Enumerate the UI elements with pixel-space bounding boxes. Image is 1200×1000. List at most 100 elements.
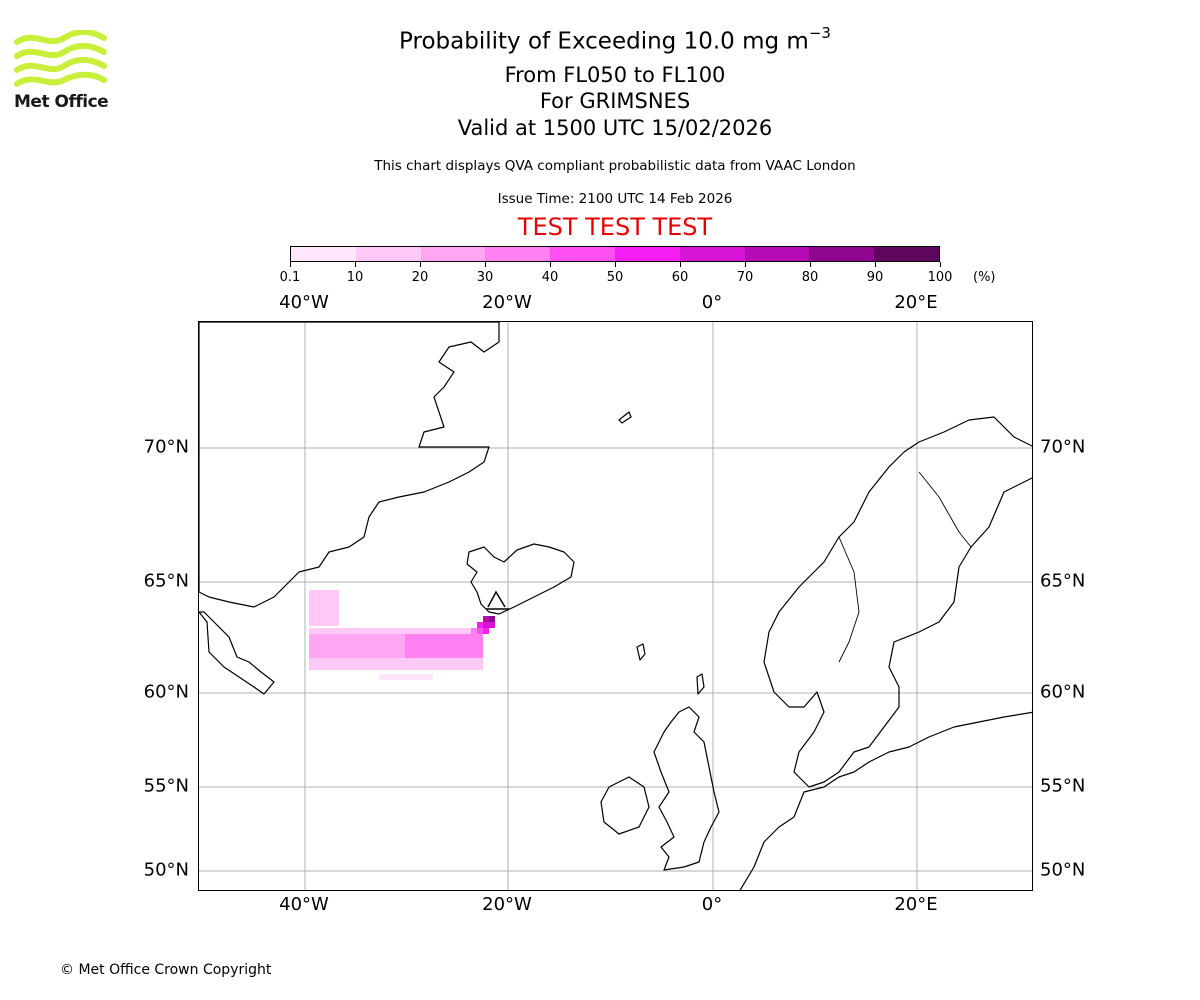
plume-cell [321, 620, 327, 626]
plume-cell [309, 634, 315, 640]
plume-cell [333, 614, 339, 620]
plume-cell [333, 664, 339, 670]
plume-cell [327, 602, 333, 608]
plume-cell [423, 652, 429, 658]
plume-cell [369, 658, 375, 664]
plume-cell [327, 608, 333, 614]
plume-cell [363, 646, 369, 652]
plume-cell [441, 634, 447, 640]
plume-cell [399, 646, 405, 652]
plume-cell [453, 664, 459, 670]
plume-cell [465, 652, 471, 658]
plume-cell [351, 652, 357, 658]
plume-cell [309, 628, 315, 634]
plume-cell [379, 674, 385, 680]
colorbar-segment [485, 247, 551, 261]
plume-cell [417, 652, 423, 658]
coastline-ireland [600, 776, 650, 835]
plume-cell [423, 646, 429, 652]
lat-label-right-70n: 70°N [1040, 436, 1086, 458]
lon-label-top-20e: 20°E [894, 292, 938, 313]
colorbar-tick-label: 0.1 [279, 270, 301, 285]
plume-cell [315, 664, 321, 670]
plume-cell [399, 664, 405, 670]
colorbar-tick [550, 262, 551, 267]
plume-cell [465, 628, 471, 634]
plume-cell [405, 628, 411, 634]
lat-label-left-50n: 50°N [143, 859, 189, 881]
plume-cell [357, 652, 363, 658]
plume-cell [333, 608, 339, 614]
plume-cell [369, 664, 375, 670]
volcano-marker [486, 590, 509, 610]
plume-cell [327, 652, 333, 658]
plume-cell [477, 658, 483, 664]
plume-cell [489, 622, 495, 628]
plume-cell [489, 616, 495, 622]
plume-cell [471, 646, 477, 652]
colorbar-tick-label: 20 [411, 270, 429, 285]
colorbar-segment [420, 247, 486, 261]
plume-cell [441, 628, 447, 634]
plume-cell [375, 664, 381, 670]
plume-cell [387, 634, 393, 640]
logo-text: Met Office [14, 92, 109, 112]
plume-cell [333, 628, 339, 634]
plume-cell [459, 646, 465, 652]
plume-cell [357, 658, 363, 664]
colorbar-tick [810, 262, 811, 267]
plume-cell [309, 658, 315, 664]
plume-cell [309, 652, 315, 658]
colorbar-segment [809, 247, 875, 261]
plume-cell [441, 658, 447, 664]
plume-cell [453, 646, 459, 652]
plume-cell [333, 596, 339, 602]
plume-cell [421, 674, 427, 680]
colorbar-segment [874, 247, 939, 261]
plume-cell [393, 652, 399, 658]
coastline-shetland [696, 673, 705, 695]
colorbar-unit: (%) [973, 270, 996, 285]
plume-cell [423, 664, 429, 670]
plume-cell [327, 646, 333, 652]
lon-label-bottom-20w: 20°W [482, 894, 532, 915]
plume-cell [423, 658, 429, 664]
plume-cell [327, 620, 333, 626]
plume-cell [315, 602, 321, 608]
plume-cell [399, 652, 405, 658]
plume-cell [393, 628, 399, 634]
plume-cell [471, 652, 477, 658]
plume-cell [321, 596, 327, 602]
plume-cell [435, 652, 441, 658]
plume-cell [447, 628, 453, 634]
plume-cell [459, 634, 465, 640]
plume-cell [411, 634, 417, 640]
flight-level-range: From FL050 to FL100 [504, 63, 726, 87]
plume-cell [375, 628, 381, 634]
plume-cell [357, 646, 363, 652]
plume-cell [315, 640, 321, 646]
plume-cell [309, 640, 315, 646]
plume-cell [339, 640, 345, 646]
colorbar-segment [291, 247, 356, 261]
plume-cell [453, 628, 459, 634]
plume-cell [309, 620, 315, 626]
plume-cell [385, 674, 391, 680]
plume-cell [447, 634, 453, 640]
plume-cell [321, 640, 327, 646]
plume-cell [345, 634, 351, 640]
plume-cell [381, 652, 387, 658]
plume-cell [465, 664, 471, 670]
title-prefix: Probability of Exceeding 10.0 mg m [399, 28, 809, 55]
plume-cell [321, 658, 327, 664]
plume-cell [417, 658, 423, 664]
plume-cell [427, 674, 433, 680]
plume-cell [429, 646, 435, 652]
plume-cell [363, 628, 369, 634]
plume-cell [321, 646, 327, 652]
plume-cell [333, 658, 339, 664]
plume-cell [429, 640, 435, 646]
plume-cell [423, 640, 429, 646]
plume-cell [369, 628, 375, 634]
plume-cell [309, 614, 315, 620]
